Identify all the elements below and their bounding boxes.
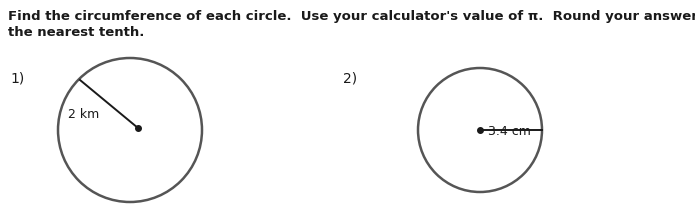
Text: 2 km: 2 km xyxy=(68,108,99,121)
Text: the nearest tenth.: the nearest tenth. xyxy=(8,26,145,39)
Text: 1): 1) xyxy=(10,72,24,86)
Text: 2): 2) xyxy=(343,72,357,86)
Text: 3.4 cm: 3.4 cm xyxy=(488,125,531,138)
Text: Find the circumference of each circle.  Use your calculator's value of π.  Round: Find the circumference of each circle. U… xyxy=(8,10,695,23)
